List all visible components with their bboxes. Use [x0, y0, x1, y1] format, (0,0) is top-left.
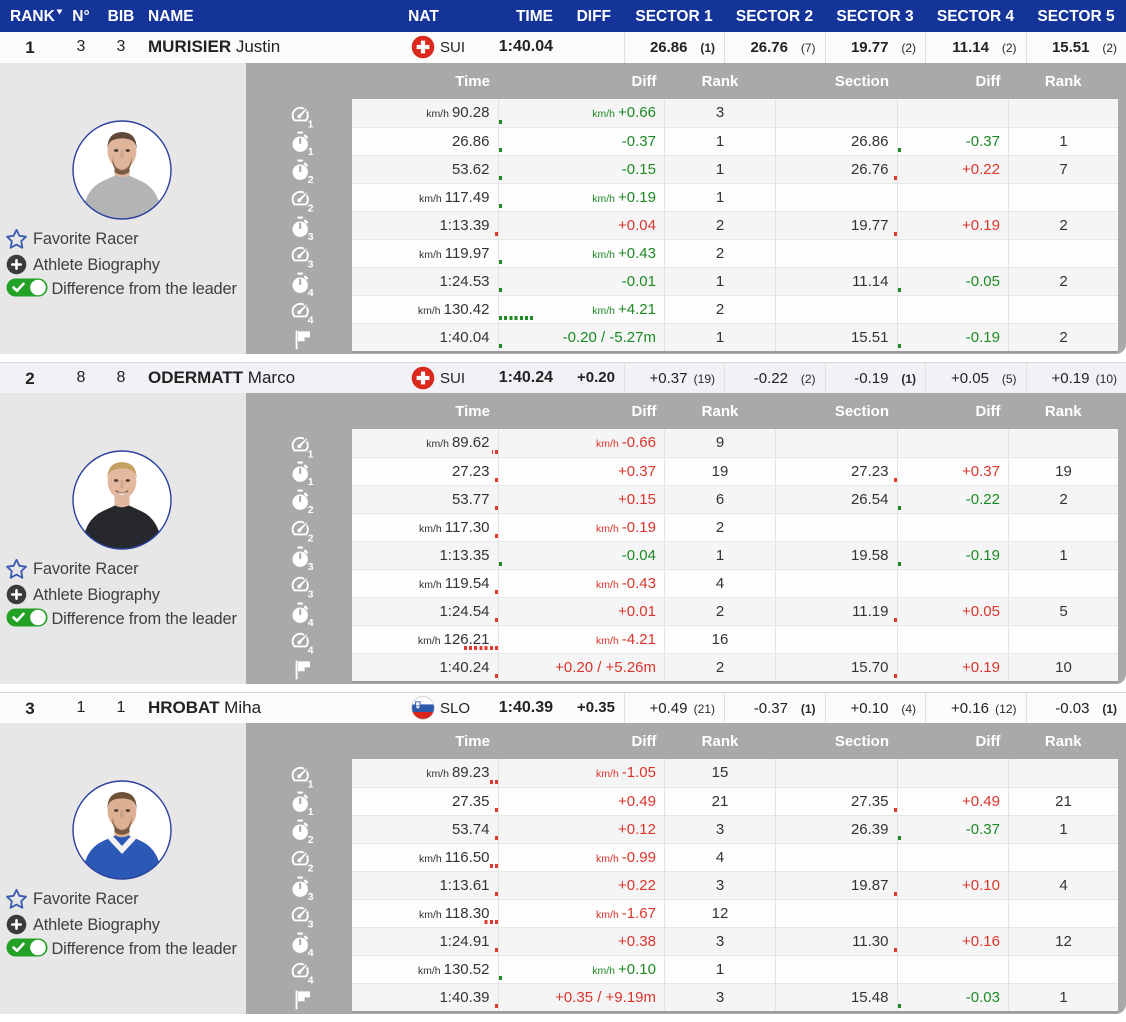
svg-text:2: 2: [308, 532, 314, 542]
svg-text:1: 1: [308, 806, 314, 816]
svg-text:4: 4: [308, 645, 314, 655]
svg-text:1: 1: [308, 476, 314, 486]
svg-text:1: 1: [308, 118, 314, 128]
svg-text:4: 4: [308, 947, 314, 957]
svg-text:2: 2: [308, 834, 314, 844]
svg-text:1: 1: [308, 146, 314, 156]
svg-text:3: 3: [308, 891, 314, 901]
svg-text:4: 4: [308, 315, 314, 325]
svg-text:3: 3: [308, 231, 314, 241]
svg-text:4: 4: [308, 975, 314, 985]
svg-text:4: 4: [308, 287, 314, 297]
svg-text:2: 2: [308, 504, 314, 514]
svg-text:4: 4: [308, 617, 314, 627]
svg-text:2: 2: [308, 174, 314, 184]
svg-text:1: 1: [308, 778, 314, 788]
svg-text:2: 2: [308, 862, 314, 872]
svg-text:3: 3: [308, 561, 314, 571]
svg-text:3: 3: [308, 258, 314, 268]
svg-text:3: 3: [308, 918, 314, 928]
svg-text:2: 2: [308, 202, 314, 212]
svg-text:3: 3: [308, 588, 314, 598]
svg-text:1: 1: [308, 448, 314, 458]
